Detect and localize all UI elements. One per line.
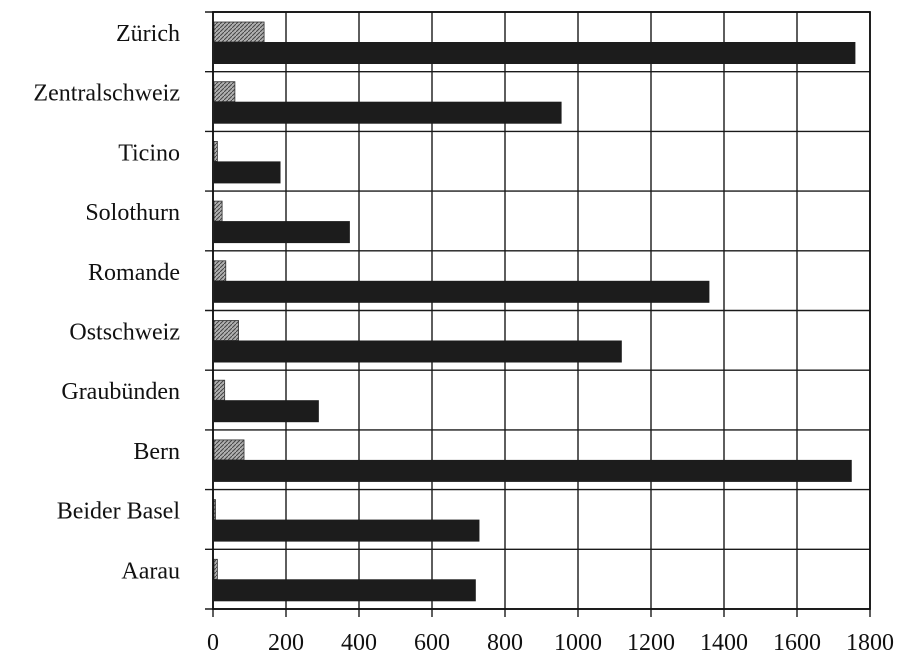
bar-secondary-bern <box>213 439 245 461</box>
plot-frame <box>212 11 871 610</box>
category-label-solothurn: Solothurn <box>85 200 180 226</box>
x-tick-label-1000: 1000 <box>554 630 602 656</box>
bar-main-graubunden <box>214 400 319 423</box>
category-label-aarau: Aarau <box>121 558 180 584</box>
x-tick-label-1400: 1400 <box>700 630 748 656</box>
x-tick-label-0: 0 <box>207 630 219 656</box>
category-label-romande: Romande <box>88 260 180 286</box>
x-tick-label-600: 600 <box>414 630 450 656</box>
bar-main-ostschweiz <box>214 340 622 363</box>
bar-secondary-ostschweiz <box>213 320 239 341</box>
bar-main-solothurn <box>214 221 350 244</box>
category-label-ostschweiz: Ostschweiz <box>69 320 180 346</box>
category-label-zentralschweiz: Zentralschweiz <box>33 81 180 107</box>
bar-main-ticino <box>214 161 281 184</box>
bar-main-beider-basel <box>214 519 480 542</box>
category-label-graubunden: Graubünden <box>61 379 180 405</box>
category-label-ticino: Ticino <box>118 140 180 166</box>
bar-secondary-graubunden <box>213 379 226 401</box>
x-tick-label-1600: 1600 <box>773 630 821 656</box>
x-tick-label-1200: 1200 <box>627 630 675 656</box>
bar-secondary-ticino <box>213 140 218 162</box>
category-labels: Aarau Beider Basel Bern Graubünden Ostschwei… <box>33 21 180 584</box>
bar-main-aarau <box>214 579 476 602</box>
bar-main-zentralschweiz <box>214 101 562 124</box>
category-label-bern: Bern <box>133 439 180 465</box>
bar-main-bern <box>214 459 852 482</box>
bar-secondary-aarau <box>213 558 218 580</box>
category-label-beider-basel: Beider Basel <box>57 499 181 525</box>
bar-secondary-solothurn <box>213 200 223 222</box>
x-tick-label-1800: 1800 <box>846 630 894 656</box>
x-tick-label-400: 400 <box>341 630 377 656</box>
bar-main-zurich <box>214 42 856 64</box>
bar-secondary-beider-basel <box>213 499 216 521</box>
category-label-zurich: Zürich <box>116 21 180 47</box>
x-axis-ticks: 0 200 400 600 800 1000 1200 1400 1600 1800 <box>207 630 894 656</box>
bar-secondary-zurich <box>213 21 265 43</box>
bar-main-romande <box>214 280 710 303</box>
bar-secondary-romande <box>213 260 227 282</box>
x-tick-label-200: 200 <box>268 630 304 656</box>
x-tick-label-800: 800 <box>487 630 523 656</box>
bars <box>213 21 856 602</box>
bar-secondary-zentralschweiz <box>213 81 236 103</box>
